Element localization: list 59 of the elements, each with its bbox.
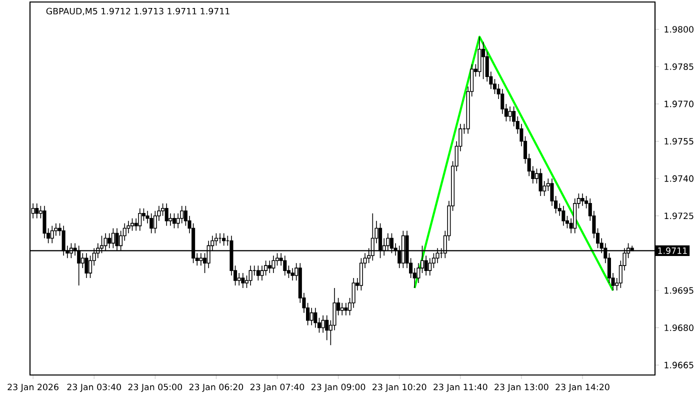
- y-tick-label: 1.9665: [664, 362, 694, 368]
- x-tick-label: 23 Jan 13:00: [494, 384, 548, 392]
- candlestick: [111, 228, 115, 249]
- candlestick: [153, 210, 157, 234]
- candlestick: [321, 314, 325, 334]
- x-tick-label: 23 Jan 03:40: [67, 384, 121, 392]
- candlestick: [138, 208, 142, 232]
- candlestick: [241, 272, 245, 288]
- candlestick: [172, 212, 176, 229]
- candlestick: [325, 314, 329, 341]
- candlestick: [150, 212, 154, 234]
- candlestick: [283, 255, 287, 276]
- candlestick: [222, 232, 226, 246]
- x-tick-label: 23 Jan 07:40: [250, 384, 304, 392]
- ref-line-label: 1.9711: [658, 247, 687, 254]
- x-tick-label: 23 Jan 14:20: [556, 384, 610, 392]
- y-tick-label: 1.9785: [664, 63, 694, 70]
- y-tick-label: 1.9770: [664, 100, 694, 108]
- candlestick: [478, 36, 482, 77]
- candlestick: [268, 260, 272, 274]
- candlestick: [248, 265, 252, 286]
- x-tick-label: 23 Jan 10:20: [372, 384, 426, 392]
- candlestick: [344, 302, 348, 316]
- x-tick-label: 23 Jan 2026: [8, 384, 58, 392]
- candlestick: [237, 272, 241, 286]
- candlestick: [84, 252, 88, 278]
- x-tick-label: 23 Jan 09:00: [311, 384, 366, 392]
- candlestick: [108, 232, 112, 249]
- y-tick-label: 1.9740: [664, 175, 694, 182]
- candlestick: [352, 278, 356, 308]
- candlestick: [164, 203, 168, 226]
- x-tick-label: 23 Jan 11:40: [434, 384, 488, 392]
- candlestick: [50, 225, 54, 244]
- candlestick: [424, 255, 428, 276]
- candlestick: [580, 193, 584, 206]
- x-tick-label: 23 Jan 05:00: [128, 384, 182, 392]
- candlestick: [256, 265, 260, 281]
- candlestick: [42, 206, 46, 239]
- x-tick-label: 23 Jan 06:20: [189, 384, 244, 392]
- candlestick: [340, 302, 344, 316]
- y-tick-label: 1.9725: [664, 212, 694, 220]
- candlestick: [538, 168, 542, 196]
- candlestick: [199, 252, 203, 266]
- candlestick: [310, 307, 314, 326]
- y-tick-label: 1.9695: [664, 287, 694, 294]
- candlestick: [508, 106, 512, 122]
- candlestick: [272, 255, 276, 274]
- candlestick: [562, 206, 566, 226]
- text: GBPAUD,M5 1.9712 1.9713 1.9711 1.9711: [46, 8, 230, 16]
- candlestick: [35, 203, 39, 219]
- y-tick-label: 1.9755: [664, 138, 694, 145]
- candlestick: [130, 218, 134, 232]
- candlestick: [482, 41, 486, 80]
- candlestick: [290, 268, 294, 281]
- candlestick: [428, 258, 432, 276]
- candlestick: [214, 232, 218, 246]
- y-tick-label: 1.9680: [664, 324, 694, 332]
- candlestick: [314, 307, 318, 328]
- y-tick-label: 1.9800: [664, 26, 694, 33]
